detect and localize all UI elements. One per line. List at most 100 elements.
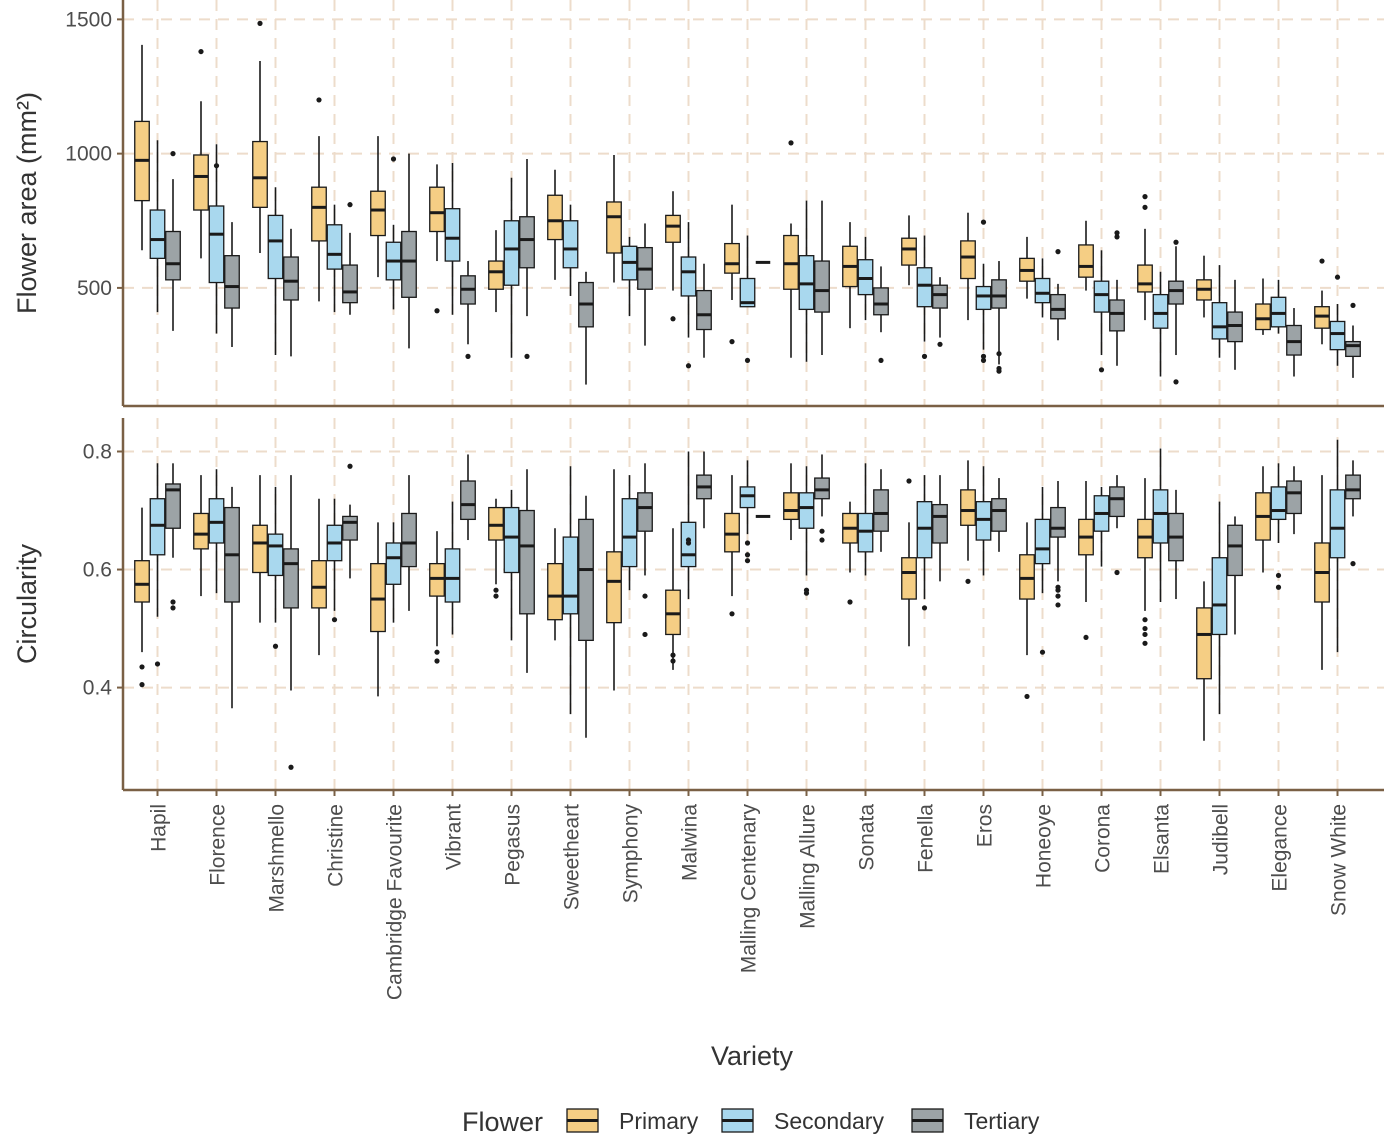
y-tick-label: 1000 [65,143,112,166]
box-tertiary [637,463,653,638]
outlier-point [170,151,176,157]
box-body [342,264,358,304]
outlier-point [921,353,928,359]
box-tertiary [460,454,476,541]
box-body [1168,280,1184,305]
box-primary [1019,522,1035,700]
box-primary [842,222,858,329]
x-tick-label: Hapil [148,804,171,852]
box-body [562,536,579,615]
x-tick-label: Cambridge Favourite [384,804,407,1000]
series-tertiary [165,451,1361,770]
box-body [1034,277,1051,304]
box-secondary [562,204,579,296]
box-body [873,489,889,532]
outlier-point [1142,631,1148,638]
outlier-point [921,605,928,611]
box-secondary [916,475,933,611]
box-body [1345,340,1361,358]
box-tertiary [1345,302,1361,378]
box-body [1109,486,1125,518]
box-primary [1019,236,1035,299]
outlier-point [1319,258,1325,264]
outlier-point [493,587,499,593]
box-body [606,201,622,254]
outlier-point [744,558,751,564]
outlier-point [1350,561,1356,567]
box-body [252,524,268,574]
box-tertiary [1168,489,1184,600]
box-body [326,224,343,270]
outlier-point [965,578,971,584]
outlier-point [803,587,810,593]
outlier-point [1055,602,1061,608]
box-body [193,512,209,550]
box-primary [488,498,504,599]
y-tick-label: 0.8 [83,441,112,464]
box-primary [429,531,445,664]
box-body [208,205,225,284]
box-tertiary [932,277,948,347]
outlier-point [1142,617,1148,623]
box-secondary [739,460,756,564]
legend-entry-secondary: Secondary [721,1108,884,1134]
box-tertiary [165,151,181,331]
box-secondary [267,486,284,649]
outlier-point [819,537,825,543]
box-body [224,255,240,309]
legend-label: Tertiary [964,1108,1040,1134]
outlier-point [1142,625,1148,632]
box-secondary [149,140,166,313]
box-primary [134,507,150,688]
panels-layer: 500 1000 1500 Flower area (mm²) 0.4 0.6 0.8 Cir… [12,0,1384,792]
outlier-point [257,20,263,26]
box-body [165,483,181,529]
box-body [401,230,417,298]
box-secondary [857,236,874,321]
x-tick-label: Christine [325,804,348,887]
panel-1: 500 1000 1500 Flower area (mm²) [12,0,1384,408]
box-secondary [1211,501,1228,715]
outlier-point [744,357,751,364]
series-primary [134,20,1330,358]
box-secondary [267,187,284,356]
box-tertiary [873,469,889,552]
outlier-point [139,682,145,688]
box-primary [1314,258,1330,345]
box-body [975,285,992,311]
box-primary [311,97,327,302]
box-secondary [503,177,520,358]
box-body [1255,303,1271,331]
box-body [267,533,284,577]
box-body [429,186,445,233]
box-secondary [857,463,874,576]
box-primary [665,528,681,670]
outlier-point [170,605,176,611]
legend-entry-primary: Primary [566,1108,699,1134]
box-secondary [385,522,402,623]
outlier-point [1114,234,1120,240]
box-body [311,560,327,609]
x-tick-label: Pegasus [502,804,525,886]
box-primary [724,204,740,345]
outlier-point [906,478,912,484]
outlier-point [493,593,499,599]
x-tick-label: Eros [974,804,997,847]
outlier-point [316,97,322,103]
box-secondary [326,498,343,623]
box-primary [606,154,622,283]
panel-2: 0.4 0.6 0.8 Circularity [12,418,1384,792]
box-secondary [562,466,579,715]
outlier-point [1142,640,1148,646]
box-body [680,256,697,297]
outlier-point [139,664,145,670]
x-axis-title: Variety [711,1041,794,1071]
outlier-point [331,617,338,623]
box-secondary [326,204,343,313]
x-tick-label: Corona [1092,804,1115,873]
x-axis: Hapil Florence Marshmello Christine Cambridg… [148,790,1351,1000]
box-body [1034,518,1051,565]
outlier-point [980,219,987,225]
x-tick-label: Snow White [1328,804,1351,916]
